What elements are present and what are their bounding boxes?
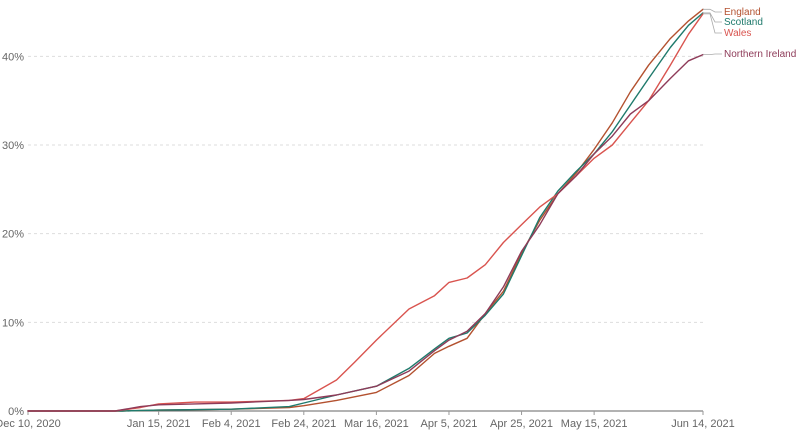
series-line-wales [27,13,704,412]
series-line-northern-ireland [27,53,704,412]
x-tick-label: Mar 16, 2021 [344,418,409,430]
y-tick-label: 10% [2,317,24,329]
x-tick-label: May 15, 2021 [561,418,628,430]
legend-label-england: England [724,7,761,18]
legend-leader-line [703,12,722,23]
grid-lines [28,55,703,412]
x-tick-label: Dec 10, 2020 [0,418,61,430]
y-tick-label: 40% [2,51,24,63]
legend-label-wales: Wales [724,28,751,39]
x-tick-label: Apr 25, 2021 [490,418,553,430]
legend-leader-line [703,13,722,34]
series-lines [27,8,704,412]
x-tick-label: Apr 5, 2021 [421,418,478,430]
y-axis-tick-labels: 0% 10% 20% 30% 40% [2,51,24,418]
legend-leader-line [703,8,722,13]
legend-label-northern-ireland: Northern Ireland [724,49,796,60]
x-tick-label: Jan 15, 2021 [127,418,191,430]
legend-label-scotland: Scotland [724,17,763,28]
x-tick-label: Feb 24, 2021 [271,418,336,430]
legend-leader-line [703,53,722,55]
x-tick-label: Feb 4, 2021 [202,418,261,430]
series-line-scotland [27,12,704,412]
y-tick-label: 30% [2,140,24,152]
y-tick-label: 0% [8,406,24,418]
y-tick-label: 20% [2,229,24,241]
x-tick-label: Jun 14, 2021 [671,418,735,430]
x-axis-tick-labels: Dec 10, 2020 Jan 15, 2021 Feb 4, 2021 Feb 2… [0,411,735,430]
